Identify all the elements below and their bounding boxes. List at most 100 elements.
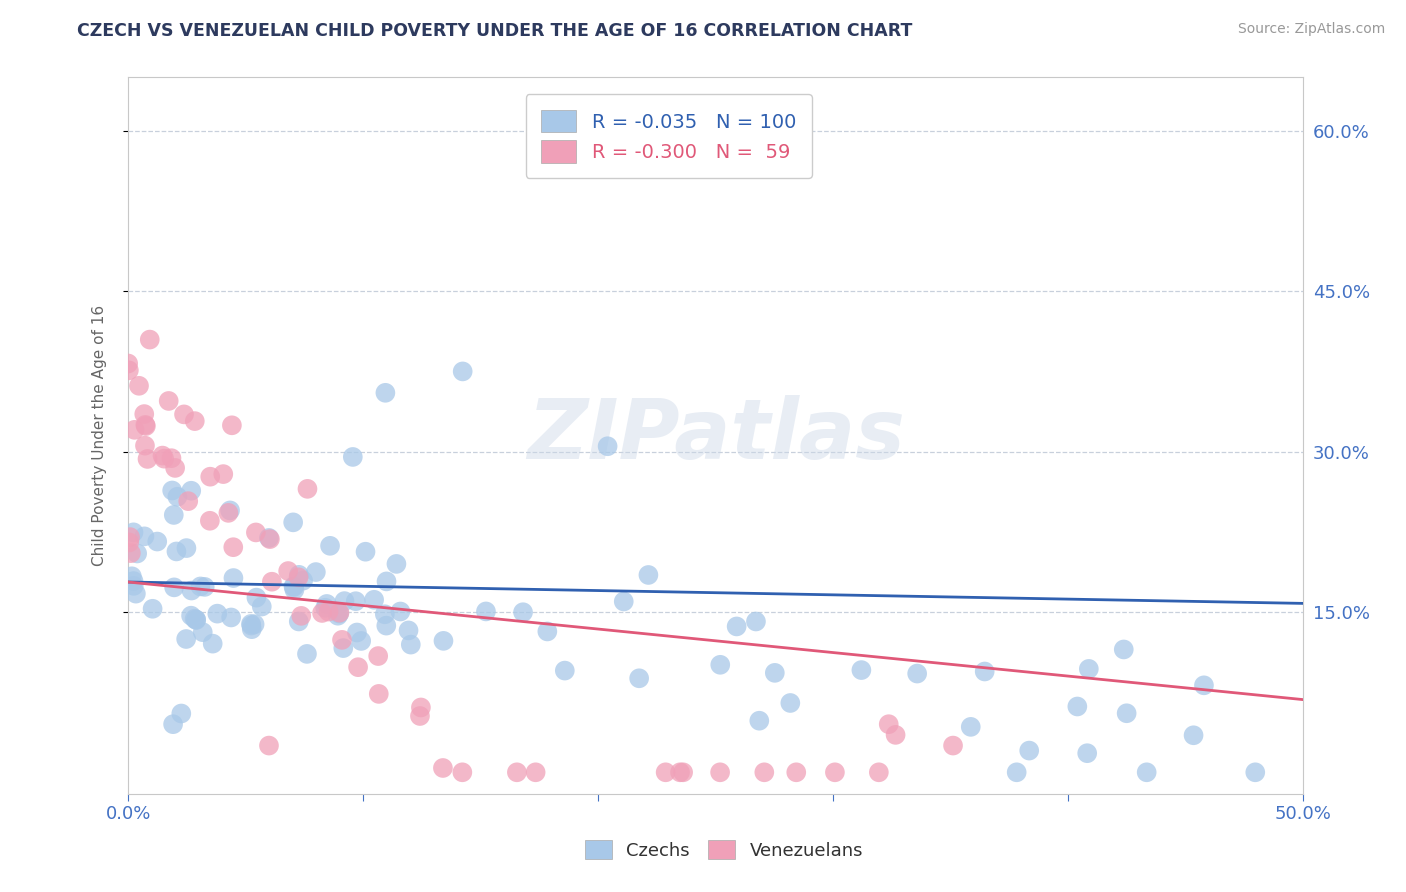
Point [315, 597, 337, 611]
Point [432, 633, 454, 648]
Point [654, 765, 676, 780]
Point [332, 641, 354, 656]
Point [375, 574, 398, 589]
Legend: Czechs, Venezuelans: Czechs, Venezuelans [578, 833, 870, 867]
Point [613, 594, 636, 608]
Point [295, 647, 318, 661]
Point [1115, 706, 1137, 721]
Point [524, 765, 547, 780]
Point [221, 418, 243, 433]
Point [318, 605, 340, 619]
Point [219, 503, 242, 517]
Point [709, 765, 731, 780]
Point [173, 408, 195, 422]
Point [288, 567, 311, 582]
Point [367, 687, 389, 701]
Point [134, 417, 156, 432]
Point [163, 508, 186, 522]
Point [283, 579, 305, 593]
Point [1076, 746, 1098, 760]
Point [166, 490, 188, 504]
Point [160, 483, 183, 498]
Point [134, 439, 156, 453]
Point [176, 541, 198, 555]
Point [257, 739, 280, 753]
Point [124, 423, 146, 437]
Point [142, 601, 165, 615]
Point [287, 615, 309, 629]
Point [186, 613, 208, 627]
Point [959, 720, 981, 734]
Point [136, 452, 159, 467]
Point [409, 709, 432, 723]
Point [146, 534, 169, 549]
Point [628, 671, 651, 685]
Point [180, 483, 202, 498]
Point [385, 557, 408, 571]
Point [399, 638, 422, 652]
Point [174, 632, 197, 646]
Point [942, 739, 965, 753]
Point [432, 761, 454, 775]
Point [191, 625, 214, 640]
Point [305, 565, 328, 579]
Y-axis label: Child Poverty Under the Age of 16: Child Poverty Under the Age of 16 [93, 305, 107, 566]
Point [512, 605, 534, 619]
Point [118, 363, 141, 377]
Point [200, 469, 222, 483]
Point [314, 600, 336, 615]
Point [1182, 728, 1205, 742]
Point [328, 607, 350, 621]
Point [122, 525, 145, 540]
Point [120, 530, 142, 544]
Point [198, 514, 221, 528]
Point [240, 618, 263, 632]
Point [785, 765, 807, 780]
Point [194, 580, 217, 594]
Point [292, 574, 315, 588]
Point [122, 579, 145, 593]
Point [170, 706, 193, 721]
Point [1136, 765, 1159, 780]
Point [884, 728, 907, 742]
Point [1244, 765, 1267, 780]
Point [374, 607, 396, 622]
Point [283, 580, 305, 594]
Point [240, 622, 263, 636]
Point [153, 451, 176, 466]
Point [328, 606, 350, 620]
Point [184, 414, 207, 428]
Point [297, 482, 319, 496]
Point [367, 648, 389, 663]
Point [125, 587, 148, 601]
Point [250, 599, 273, 614]
Point [475, 604, 498, 618]
Point [311, 606, 333, 620]
Point [184, 613, 207, 627]
Point [672, 765, 695, 780]
Text: ZIPatlas: ZIPatlas [527, 395, 904, 476]
Point [287, 570, 309, 584]
Point [745, 615, 768, 629]
Point [375, 618, 398, 632]
Point [121, 569, 143, 583]
Point [219, 610, 242, 624]
Point [398, 624, 420, 638]
Point [868, 765, 890, 780]
Point [201, 637, 224, 651]
Point [290, 608, 312, 623]
Point [347, 660, 370, 674]
Point [709, 657, 731, 672]
Point [451, 364, 474, 378]
Legend: R = -0.035   N = 100, R = -0.300   N =  59: R = -0.035 N = 100, R = -0.300 N = 59 [526, 95, 811, 178]
Point [207, 607, 229, 621]
Point [163, 580, 186, 594]
Point [259, 532, 281, 546]
Point [118, 535, 141, 549]
Point [177, 494, 200, 508]
Point [326, 608, 349, 623]
Point [277, 564, 299, 578]
Point [117, 356, 139, 370]
Point [596, 439, 619, 453]
Point [763, 665, 786, 680]
